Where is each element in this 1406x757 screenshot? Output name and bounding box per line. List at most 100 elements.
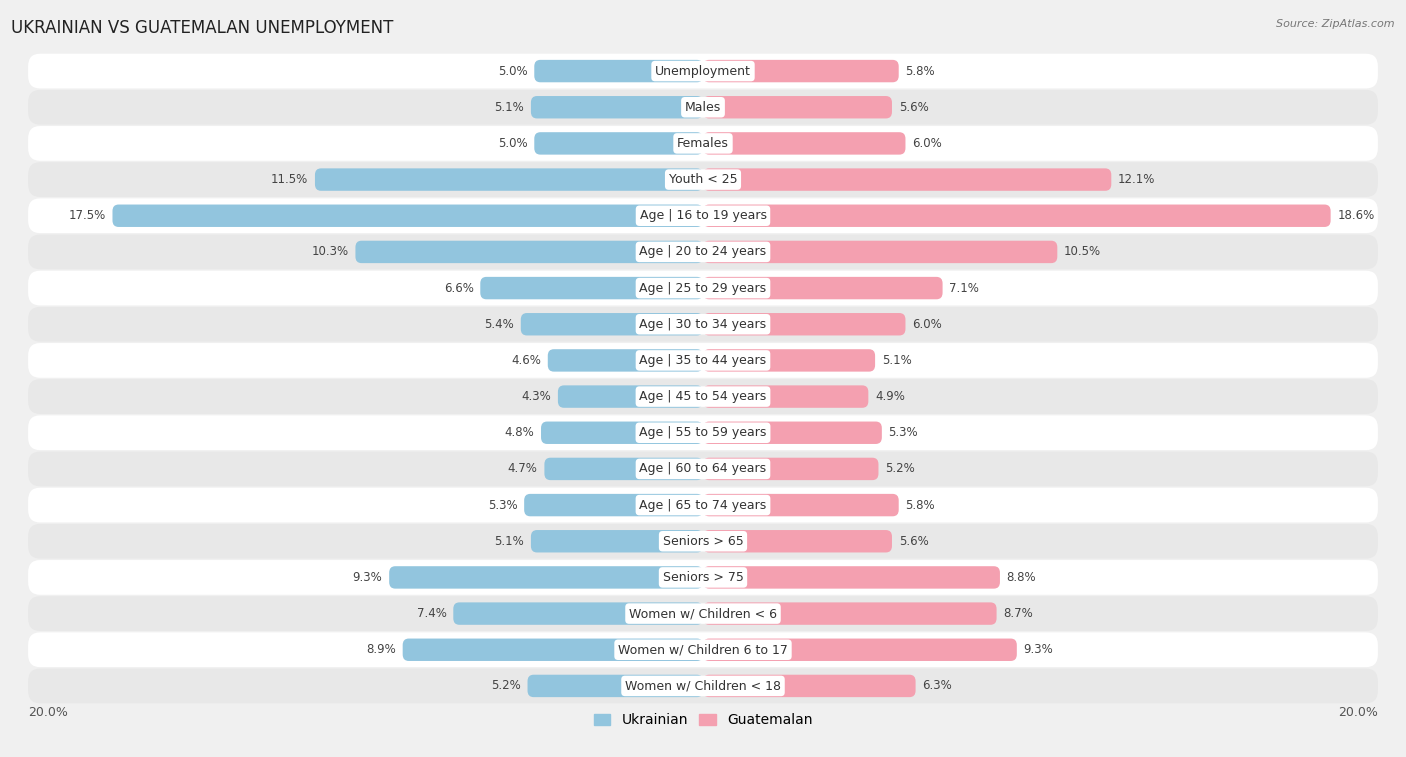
Text: 4.9%: 4.9% (875, 390, 905, 403)
Text: 4.6%: 4.6% (512, 354, 541, 367)
FancyBboxPatch shape (28, 307, 1378, 341)
Text: 6.3%: 6.3% (922, 680, 952, 693)
Text: 8.9%: 8.9% (366, 643, 396, 656)
FancyBboxPatch shape (112, 204, 703, 227)
Text: 11.5%: 11.5% (271, 173, 308, 186)
FancyBboxPatch shape (527, 674, 703, 697)
Text: 5.6%: 5.6% (898, 101, 928, 114)
Text: 5.1%: 5.1% (495, 101, 524, 114)
Text: Age | 60 to 64 years: Age | 60 to 64 years (640, 463, 766, 475)
FancyBboxPatch shape (28, 452, 1378, 486)
FancyBboxPatch shape (520, 313, 703, 335)
Text: 5.0%: 5.0% (498, 64, 527, 77)
FancyBboxPatch shape (703, 494, 898, 516)
FancyBboxPatch shape (531, 530, 703, 553)
Text: Women w/ Children < 18: Women w/ Children < 18 (626, 680, 780, 693)
FancyBboxPatch shape (356, 241, 703, 263)
FancyBboxPatch shape (524, 494, 703, 516)
FancyBboxPatch shape (703, 639, 1017, 661)
Text: 5.1%: 5.1% (882, 354, 911, 367)
FancyBboxPatch shape (703, 241, 1057, 263)
FancyBboxPatch shape (703, 422, 882, 444)
FancyBboxPatch shape (28, 379, 1378, 414)
FancyBboxPatch shape (703, 313, 905, 335)
FancyBboxPatch shape (541, 422, 703, 444)
Text: 5.8%: 5.8% (905, 64, 935, 77)
FancyBboxPatch shape (544, 458, 703, 480)
Text: 9.3%: 9.3% (1024, 643, 1053, 656)
FancyBboxPatch shape (315, 168, 703, 191)
Text: 20.0%: 20.0% (1339, 706, 1378, 719)
Text: 5.6%: 5.6% (898, 534, 928, 548)
Text: UKRAINIAN VS GUATEMALAN UNEMPLOYMENT: UKRAINIAN VS GUATEMALAN UNEMPLOYMENT (11, 19, 394, 37)
Text: 10.3%: 10.3% (312, 245, 349, 258)
Text: 20.0%: 20.0% (28, 706, 67, 719)
FancyBboxPatch shape (703, 530, 891, 553)
FancyBboxPatch shape (402, 639, 703, 661)
Text: Age | 45 to 54 years: Age | 45 to 54 years (640, 390, 766, 403)
Text: 4.7%: 4.7% (508, 463, 537, 475)
FancyBboxPatch shape (28, 632, 1378, 667)
Text: 5.3%: 5.3% (488, 499, 517, 512)
FancyBboxPatch shape (534, 60, 703, 83)
Text: Women w/ Children 6 to 17: Women w/ Children 6 to 17 (619, 643, 787, 656)
Text: Age | 35 to 44 years: Age | 35 to 44 years (640, 354, 766, 367)
Text: 6.6%: 6.6% (444, 282, 474, 294)
Text: Unemployment: Unemployment (655, 64, 751, 77)
FancyBboxPatch shape (703, 674, 915, 697)
Text: 18.6%: 18.6% (1337, 209, 1375, 223)
FancyBboxPatch shape (28, 668, 1378, 703)
Text: 5.0%: 5.0% (498, 137, 527, 150)
FancyBboxPatch shape (703, 277, 942, 299)
Text: Age | 25 to 29 years: Age | 25 to 29 years (640, 282, 766, 294)
Text: 4.8%: 4.8% (505, 426, 534, 439)
Text: 5.4%: 5.4% (484, 318, 515, 331)
Text: Females: Females (678, 137, 728, 150)
Text: 5.3%: 5.3% (889, 426, 918, 439)
FancyBboxPatch shape (28, 343, 1378, 378)
Text: Source: ZipAtlas.com: Source: ZipAtlas.com (1277, 19, 1395, 29)
FancyBboxPatch shape (481, 277, 703, 299)
FancyBboxPatch shape (28, 162, 1378, 197)
FancyBboxPatch shape (703, 385, 869, 408)
Text: Age | 16 to 19 years: Age | 16 to 19 years (640, 209, 766, 223)
FancyBboxPatch shape (548, 349, 703, 372)
Text: 6.0%: 6.0% (912, 318, 942, 331)
FancyBboxPatch shape (703, 60, 898, 83)
FancyBboxPatch shape (28, 597, 1378, 631)
FancyBboxPatch shape (703, 168, 1111, 191)
FancyBboxPatch shape (28, 126, 1378, 160)
FancyBboxPatch shape (28, 488, 1378, 522)
Text: Age | 30 to 34 years: Age | 30 to 34 years (640, 318, 766, 331)
FancyBboxPatch shape (703, 96, 891, 118)
FancyBboxPatch shape (453, 603, 703, 625)
Text: Age | 65 to 74 years: Age | 65 to 74 years (640, 499, 766, 512)
Text: 8.8%: 8.8% (1007, 571, 1036, 584)
FancyBboxPatch shape (28, 271, 1378, 305)
Legend: Ukrainian, Guatemalan: Ukrainian, Guatemalan (588, 708, 818, 733)
FancyBboxPatch shape (703, 132, 905, 154)
FancyBboxPatch shape (703, 603, 997, 625)
Text: Youth < 25: Youth < 25 (669, 173, 737, 186)
FancyBboxPatch shape (703, 349, 875, 372)
Text: 5.8%: 5.8% (905, 499, 935, 512)
Text: Age | 55 to 59 years: Age | 55 to 59 years (640, 426, 766, 439)
FancyBboxPatch shape (28, 235, 1378, 269)
FancyBboxPatch shape (703, 566, 1000, 589)
FancyBboxPatch shape (531, 96, 703, 118)
FancyBboxPatch shape (28, 560, 1378, 595)
Text: 5.1%: 5.1% (495, 534, 524, 548)
FancyBboxPatch shape (28, 90, 1378, 125)
FancyBboxPatch shape (703, 458, 879, 480)
Text: 7.4%: 7.4% (416, 607, 447, 620)
Text: 5.2%: 5.2% (886, 463, 915, 475)
FancyBboxPatch shape (28, 524, 1378, 559)
Text: 10.5%: 10.5% (1064, 245, 1101, 258)
Text: 8.7%: 8.7% (1004, 607, 1033, 620)
FancyBboxPatch shape (534, 132, 703, 154)
FancyBboxPatch shape (558, 385, 703, 408)
Text: 6.0%: 6.0% (912, 137, 942, 150)
Text: Seniors > 75: Seniors > 75 (662, 571, 744, 584)
Text: 9.3%: 9.3% (353, 571, 382, 584)
Text: Women w/ Children < 6: Women w/ Children < 6 (628, 607, 778, 620)
